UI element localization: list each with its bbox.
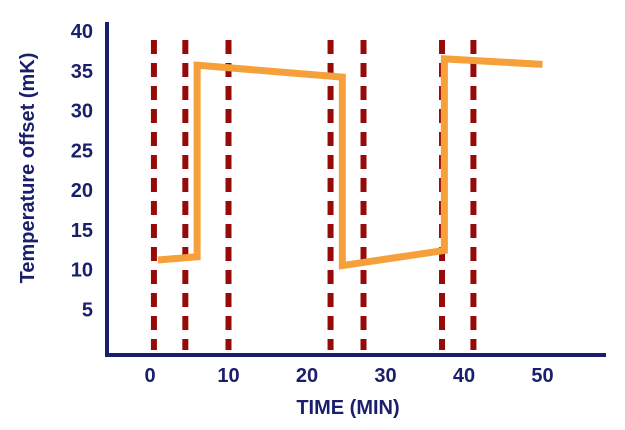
y-tick-label: 20 <box>71 180 93 202</box>
x-axis-title: TIME (MIN) <box>296 397 399 419</box>
y-tick-label: 25 <box>71 140 93 162</box>
x-tick-label: 0 <box>144 365 155 387</box>
y-axis-title: Temperature offset (mK) <box>17 53 39 284</box>
event-markers <box>150 40 477 350</box>
series-layer <box>157 55 543 270</box>
y-tick-label: 5 <box>82 299 93 321</box>
y-tick-label: 40 <box>71 21 93 43</box>
x-tick-label: 50 <box>531 365 553 387</box>
x-tick-label: 30 <box>374 365 396 387</box>
x-tick-labels: 0 10 20 30 40 50 <box>144 365 553 387</box>
x-tick-label: 10 <box>217 365 239 387</box>
x-tick-label: 40 <box>453 365 475 387</box>
temperature-series-line <box>157 55 543 270</box>
y-tick-label: 35 <box>71 61 93 83</box>
y-tick-labels: 5 10 15 20 25 30 35 40 <box>71 21 93 321</box>
x-tick-label: 20 <box>296 365 318 387</box>
axes <box>105 22 606 357</box>
y-tick-label: 10 <box>71 260 93 282</box>
y-tick-label: 30 <box>71 101 93 123</box>
y-tick-label: 15 <box>71 220 93 242</box>
